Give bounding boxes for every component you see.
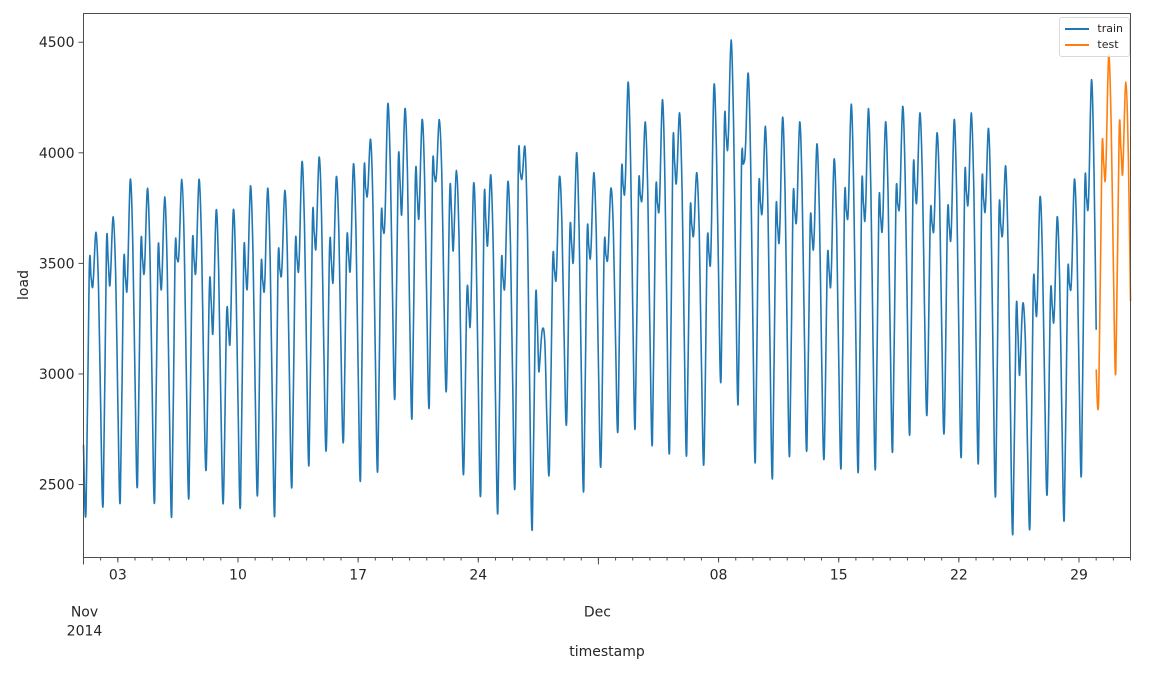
legend-label-train: train (1097, 22, 1123, 35)
x-month-label: Nov (71, 605, 98, 621)
x-year-label: 2014 (67, 624, 103, 640)
y-tick-label: 3000 (39, 367, 75, 383)
x-tick-label: 03 (109, 568, 127, 584)
y-axis: 2500 3000 3500 4000 4500 (39, 35, 84, 494)
legend: train test (1059, 17, 1130, 57)
x-tick-label: 22 (950, 568, 968, 584)
x-month-label: Dec (584, 605, 611, 621)
y-tick-label: 2500 (39, 478, 75, 494)
y-tick-label: 4500 (39, 35, 75, 51)
x-tick-label: 29 (1070, 568, 1088, 584)
y-tick-label: 3500 (39, 256, 75, 272)
y-axis-label: load (16, 270, 32, 300)
test-line-swatch-icon (1065, 44, 1090, 46)
test-series-line (1095, 54, 1132, 411)
legend-item-test[interactable]: test (1065, 37, 1123, 53)
x-tick-label: 15 (830, 568, 848, 584)
legend-label-test: test (1097, 38, 1119, 51)
legend-item-train[interactable]: train (1065, 21, 1123, 37)
train-line-swatch-icon (1065, 28, 1090, 30)
x-axis: 03 10 17 24 08 15 22 29 Nov 2014 Dec (67, 557, 1131, 640)
x-tick-label: 08 (710, 568, 728, 584)
x-tick-label: 24 (469, 568, 487, 584)
x-axis-label: timestamp (569, 644, 645, 660)
x-tick-label: 17 (349, 568, 367, 584)
y-tick-label: 4000 (39, 146, 75, 162)
x-tick-label: 10 (229, 568, 247, 584)
plot-frame (83, 13, 1131, 558)
train-series-line (82, 39, 1097, 536)
